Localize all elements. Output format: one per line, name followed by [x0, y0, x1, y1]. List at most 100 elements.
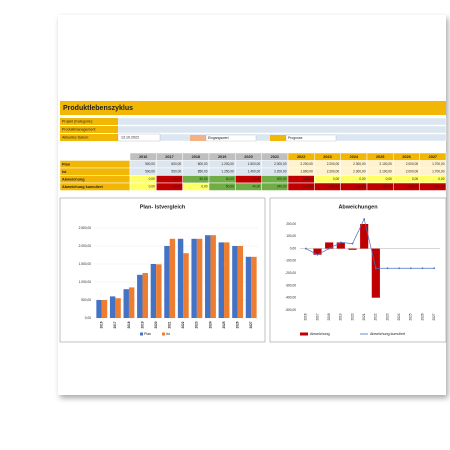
y-tick-label: -400,00: [285, 296, 296, 300]
bar: [218, 242, 225, 318]
y-tick-label: 1.500,00: [79, 262, 92, 266]
cell-value: -160,00: [355, 185, 366, 189]
bar: [245, 256, 252, 318]
cell-value: 0,00: [149, 177, 155, 181]
cell-value: -50,00: [172, 177, 181, 181]
cell-value: 0,00: [149, 185, 155, 189]
cell-value: -160,00: [407, 185, 418, 189]
legend-swatch: [270, 135, 286, 141]
x-tick-label: 2023: [195, 321, 199, 328]
cell-value: 850,00: [198, 170, 208, 174]
x-tick-label: 2018: [127, 321, 131, 328]
year: 2021: [271, 155, 279, 159]
line-marker: [398, 267, 401, 270]
line-marker: [386, 267, 389, 270]
title-bar: [60, 101, 446, 115]
bar: [164, 246, 170, 318]
y-tick-label: 500,00: [81, 298, 91, 302]
year: 2026: [402, 155, 410, 159]
cell-value: 800,00: [198, 162, 208, 166]
cell-value: 1.800,00: [300, 170, 313, 174]
info-label-cell: [60, 126, 118, 133]
row-label-cell: [59, 160, 131, 169]
bar: [109, 296, 116, 318]
x-tick-label: 2016: [304, 313, 308, 320]
y-tick-label: 2.500,00: [79, 226, 92, 230]
bar: [128, 287, 135, 318]
legend-label: Eingangswert: [208, 136, 229, 140]
bar: [210, 235, 216, 318]
row-label: Plan: [62, 162, 71, 166]
cell-value: 2.000,00: [406, 162, 419, 166]
cell-value: 0,00: [333, 177, 339, 181]
cell-value: -160,00: [302, 185, 313, 189]
y-tick-label: -100,00: [285, 259, 296, 263]
bar: [336, 242, 345, 249]
info-value-cell: [117, 133, 161, 142]
cell-value: -160,00: [381, 185, 392, 189]
x-tick-label: 2016: [100, 321, 104, 328]
line-marker: [374, 267, 377, 270]
cell-value: 600,00: [171, 162, 181, 166]
bar: [325, 242, 334, 249]
legend-label: Prognose: [288, 136, 303, 140]
year: 2023: [323, 155, 331, 159]
bar: [96, 300, 102, 318]
bar: [232, 246, 238, 318]
x-tick-label: 2026: [235, 321, 239, 328]
y-tick-label: 100,00: [286, 234, 296, 238]
bar: [123, 289, 129, 318]
cell-value: 550,00: [171, 170, 181, 174]
x-tick-label: 2022: [374, 313, 378, 320]
cell-value: 1.700,00: [432, 170, 445, 174]
line: [305, 218, 435, 269]
chart-title: Plan- Istvergleich: [140, 204, 186, 210]
legend-swatch: [140, 332, 143, 336]
x-tick-label: 2027: [249, 321, 253, 328]
bar: [251, 256, 257, 318]
bar: [360, 224, 369, 249]
cell-value: 2.200,00: [327, 162, 340, 166]
cell-value: 1.490,00: [248, 170, 261, 174]
year: 2027: [429, 155, 437, 159]
cell-value: 2.200,00: [300, 162, 313, 166]
cell-value: 0,00: [386, 177, 392, 181]
x-tick-label: 2021: [168, 321, 172, 328]
year: 2018: [192, 155, 200, 159]
y-tick-label: 0,00: [85, 316, 91, 320]
line-marker: [328, 247, 331, 250]
y-tick-label: 2.000,00: [79, 244, 92, 248]
cell-value: 0,00: [359, 177, 365, 181]
bar: [348, 248, 357, 250]
cell-value: 500,00: [145, 170, 155, 174]
row-label: Ist: [62, 170, 67, 174]
cell-value: 1.700,00: [432, 162, 445, 166]
legend-cell: [205, 134, 257, 142]
cell-value: 2.000,00: [406, 170, 419, 174]
legend-label: Abweichung kumuliert: [370, 332, 405, 336]
bar: [224, 242, 230, 318]
legend-swatch: [300, 332, 308, 336]
x-tick-label: 2020: [350, 313, 354, 320]
x-tick-label: 2019: [140, 321, 144, 328]
row-label-cell: [59, 167, 131, 176]
bar: [137, 274, 143, 318]
x-tick-label: 2020: [154, 321, 158, 328]
y-tick-label: 1.000,00: [79, 280, 92, 284]
bar: [183, 253, 189, 318]
info-label: Produktmanagement:: [62, 128, 96, 132]
year: 2022: [297, 155, 305, 159]
chart-frame: [269, 197, 447, 343]
cell-value: 0,00: [412, 177, 418, 181]
x-tick-label: 2017: [315, 313, 319, 320]
legend-swatch: [190, 135, 206, 141]
x-tick-label: 2021: [362, 313, 366, 320]
y-tick-label: -500,00: [285, 308, 296, 312]
year: 2017: [165, 155, 173, 159]
legend-label: Abweichung: [310, 332, 330, 336]
row-label: Abweichung kumuliert: [62, 185, 103, 189]
cell-value: 50,00: [226, 185, 234, 189]
cell-value: 1.200,00: [221, 162, 234, 166]
bar: [313, 248, 322, 255]
line-marker: [339, 241, 342, 244]
